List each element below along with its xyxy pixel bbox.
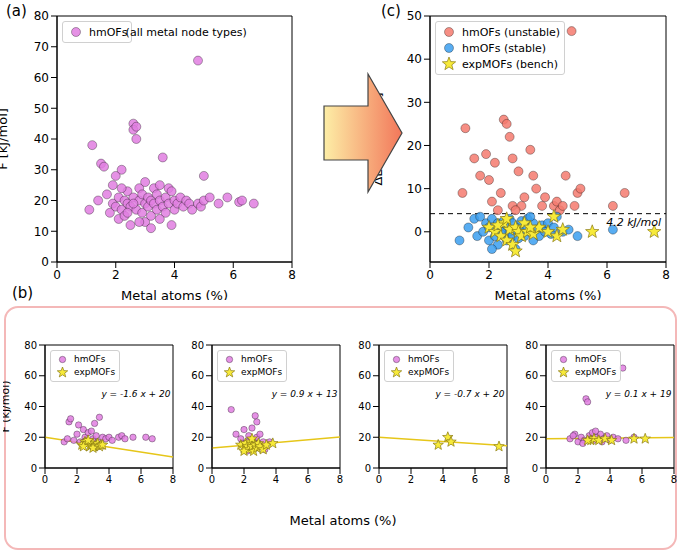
svg-text:4: 4 xyxy=(273,474,279,485)
svg-text:50: 50 xyxy=(34,102,49,116)
svg-text:60: 60 xyxy=(191,370,204,381)
svg-text:2: 2 xyxy=(74,474,80,485)
svg-text:Metal atoms (%): Metal atoms (%) xyxy=(121,288,228,300)
svg-text:0: 0 xyxy=(209,474,215,485)
svg-text:8: 8 xyxy=(504,474,510,485)
svg-text:60: 60 xyxy=(24,370,37,381)
svg-text:40: 40 xyxy=(24,401,37,412)
svg-text:20: 20 xyxy=(34,194,49,208)
svg-text:20: 20 xyxy=(191,432,204,443)
svg-text:0: 0 xyxy=(532,463,538,474)
svg-text:6: 6 xyxy=(138,474,144,485)
svg-text:10: 10 xyxy=(34,225,49,239)
svg-text:0: 0 xyxy=(414,225,422,239)
svg-text:50: 50 xyxy=(407,9,422,23)
svg-text:20: 20 xyxy=(407,139,422,153)
svg-text:80: 80 xyxy=(34,9,49,23)
svg-text:2: 2 xyxy=(485,268,493,282)
svg-text:0: 0 xyxy=(543,474,549,485)
svg-text:6: 6 xyxy=(229,268,237,282)
svg-text:4: 4 xyxy=(440,474,446,485)
html-text:Metal atoms (%): Metal atoms (%) xyxy=(289,513,397,528)
html-text:expMOFs: expMOFs xyxy=(74,367,116,377)
svg-text:80: 80 xyxy=(525,340,538,351)
html-text:y = -1.6 x + 20: y = -1.6 x + 20 xyxy=(101,389,171,400)
svg-text:60: 60 xyxy=(525,370,538,381)
svg-text:6: 6 xyxy=(305,474,311,485)
svg-text:60: 60 xyxy=(358,370,371,381)
html-text:(b): (b) xyxy=(12,284,34,302)
html-text:expMOFs: expMOFs xyxy=(575,367,617,377)
svg-text:6: 6 xyxy=(639,474,645,485)
svg-text:80: 80 xyxy=(24,340,37,351)
svg-text:0: 0 xyxy=(41,255,49,269)
svg-text:8: 8 xyxy=(170,474,176,485)
html-text:(c): (c) xyxy=(381,2,401,20)
svg-text:8: 8 xyxy=(662,268,670,282)
html-text:y = -0.7 x + 20: y = -0.7 x + 20 xyxy=(435,389,505,400)
svg-text:6: 6 xyxy=(603,268,611,282)
svg-text:4: 4 xyxy=(544,268,552,282)
svg-text:10: 10 xyxy=(407,182,422,196)
svg-text:2: 2 xyxy=(408,474,414,485)
svg-text:30: 30 xyxy=(407,96,422,110)
svg-text:2: 2 xyxy=(241,474,247,485)
html-text:hmOFs: hmOFs xyxy=(575,354,607,364)
svg-text:40: 40 xyxy=(407,52,422,66)
svg-text:40: 40 xyxy=(358,401,371,412)
html-text:hmOFs (unstable): hmOFs (unstable) xyxy=(462,25,560,39)
html-text:(all metal node types): (all metal node types) xyxy=(125,25,247,39)
html-text:hmOFs: hmOFs xyxy=(89,25,128,39)
svg-text:0: 0 xyxy=(365,463,371,474)
html-text:hmOFs: hmOFs xyxy=(74,354,106,364)
svg-text:2: 2 xyxy=(575,474,581,485)
svg-text:0: 0 xyxy=(53,268,61,282)
html-text:hmOFs: hmOFs xyxy=(241,354,273,364)
svg-text:0: 0 xyxy=(42,474,48,485)
html-text:hmOFs (stable): hmOFs (stable) xyxy=(462,41,547,55)
svg-text:20: 20 xyxy=(358,432,371,443)
svg-text:6: 6 xyxy=(472,474,478,485)
svg-text:70: 70 xyxy=(34,40,49,54)
svg-text:2: 2 xyxy=(112,268,120,282)
svg-text:8: 8 xyxy=(671,474,677,485)
svg-text:20: 20 xyxy=(24,432,37,443)
svg-text:Metal atoms (%): Metal atoms (%) xyxy=(494,288,601,300)
svg-text:8: 8 xyxy=(288,268,296,282)
svg-text:40: 40 xyxy=(525,401,538,412)
html-text:expMOFs (bench): expMOFs (bench) xyxy=(462,57,559,71)
svg-text:80: 80 xyxy=(358,340,371,351)
svg-text:0: 0 xyxy=(31,463,37,474)
svg-text:4: 4 xyxy=(106,474,112,485)
svg-text:60: 60 xyxy=(34,71,49,85)
svg-text:20: 20 xyxy=(525,432,538,443)
svg-text:40: 40 xyxy=(191,401,204,412)
svg-text:4.2 kJ/mol: 4.2 kJ/mol xyxy=(606,216,661,229)
svg-text:0: 0 xyxy=(198,463,204,474)
html-text:y = 0.1 x + 19: y = 0.1 x + 19 xyxy=(605,389,672,400)
svg-text:30: 30 xyxy=(34,163,49,177)
svg-text:F [kJ/mol]: F [kJ/mol] xyxy=(8,108,10,170)
html-text:hmOFs: hmOFs xyxy=(408,354,440,364)
svg-text:80: 80 xyxy=(191,340,204,351)
html-text:expMOFs: expMOFs xyxy=(408,367,450,377)
svg-text:4: 4 xyxy=(607,474,613,485)
svg-text:8: 8 xyxy=(337,474,343,485)
svg-text:0: 0 xyxy=(426,268,434,282)
html-text:expMOFs: expMOFs xyxy=(241,367,283,377)
svg-text:0: 0 xyxy=(376,474,382,485)
svg-text:4: 4 xyxy=(171,268,179,282)
html-text:(a): (a) xyxy=(6,2,27,20)
html-text:y = 0.9 x + 13: y = 0.9 x + 13 xyxy=(271,389,338,400)
svg-text:F (kJ/mol): F (kJ/mol) xyxy=(8,380,12,432)
svg-text:40: 40 xyxy=(34,132,49,146)
